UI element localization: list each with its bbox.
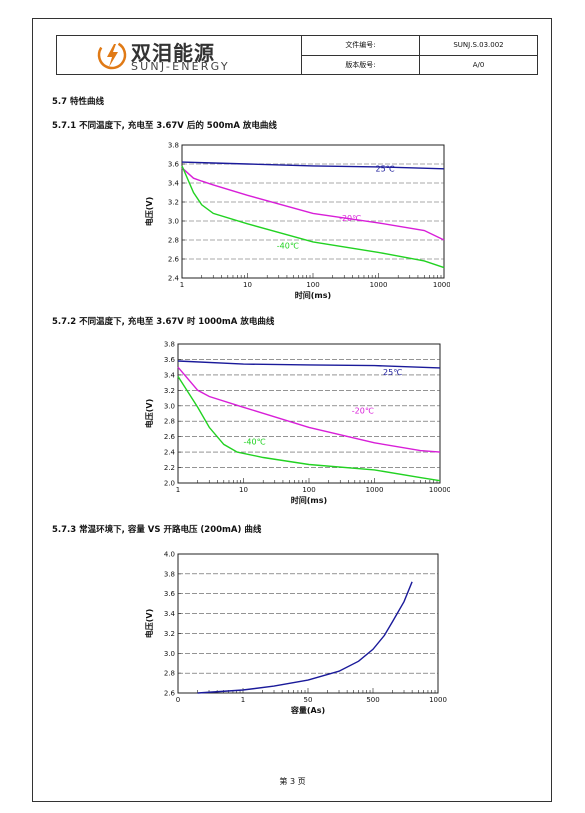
y-tick-label: 3.4 [164,610,176,618]
series-line [181,167,445,241]
series-label: -20℃ [339,214,361,223]
y-tick-label: 3.8 [164,341,175,349]
x-tick-label: 50 [304,696,313,704]
series-label: -40℃ [244,437,266,446]
logo-english-text: SUNJ-ENERGY [131,60,230,73]
y-tick-label: 3.8 [164,570,175,578]
y-axis-title: 电压(V) [144,197,154,227]
x-tick-label: 1000 [429,696,447,704]
y-tick-label: 3.6 [164,356,176,364]
x-tick-label: 100 [302,486,315,494]
plot-area [177,343,441,484]
document-header: 双泪能源 SUNJ-ENERGY 文件编号: SUNJ.S.03.002 版本版… [56,35,538,75]
version-value: A/0 [472,60,485,69]
x-tick-label: 500 [366,696,379,704]
version-label: 版本版号: [302,55,420,74]
y-tick-label: 3.0 [168,218,179,226]
y-tick-label: 2.8 [164,418,175,426]
series-label: 25℃ [383,368,402,377]
y-tick-label: 3.2 [164,630,175,638]
series-line [177,376,441,482]
x-tick-label: 10 [243,281,252,289]
series-line [177,360,441,369]
logo-emblem-icon [97,40,127,70]
chart-500ma-discharge: 25℃ -20℃ -40℃ 1 10 100 1000 10000 2.4 2.6 2.8 3.0 3.… [144,142,450,301]
x-tick-label: 1000 [366,486,384,494]
series-label: 25℃ [376,165,395,174]
y-tick-label: 2.8 [168,237,179,245]
y-tick-label: 3.0 [164,650,175,658]
series-line [181,165,445,269]
y-tick-label: 2.6 [168,256,180,264]
x-tick-label: 0 [176,696,180,704]
y-tick-label: 2.8 [164,670,175,678]
y-tick-label: 2.0 [164,480,175,488]
series-label: -40℃ [277,242,299,251]
section-title-5-7-1: 5.7.1 不同温度下, 充电至 3.67V 后的 500mA 放电曲线 [52,121,277,131]
x-axis-title: 容量(As) [290,705,325,715]
page-border [32,18,552,802]
page-number: 第 3 页 [279,777,306,786]
company-logo: 双泪能源 SUNJ-ENERGY [57,36,302,74]
y-axis-title: 电压(V) [144,609,154,639]
x-tick-label: 1 [180,281,184,289]
doc-number-label: 文件编号: [302,36,420,55]
series-line [177,366,441,453]
section-title-5-7-3: 5.7.3 常温环境下, 容量 VS 开路电压 (200mA) 曲线 [52,525,262,535]
y-axis-title: 电压(V) [144,399,154,429]
y-tick-label: 2.6 [164,433,176,441]
y-tick-label: 2.6 [164,690,176,698]
x-tick-label: 1000 [370,281,388,289]
x-tick-label: 10000 [433,281,450,289]
section-title-5-7-2: 5.7.2 不同温度下, 充电至 3.67V 时 1000mA 放电曲线 [52,317,275,327]
x-tick-label: 100 [306,281,319,289]
y-tick-label: 3.4 [164,371,176,379]
y-tick-label: 3.6 [164,590,176,598]
y-tick-label: 3.2 [164,387,175,395]
logo-chinese-text: 双泪能源 [131,41,215,65]
plot-area [181,144,445,279]
y-tick-label: 3.8 [168,142,179,150]
x-tick-label: 10 [239,486,248,494]
section-title-5-7: 5.7 特性曲线 [52,97,105,107]
y-tick-label: 2.4 [168,275,180,283]
x-axis-title: 时间(ms) [291,495,327,505]
plot-area [177,553,439,694]
y-tick-label: 3.2 [168,199,179,207]
series-line [197,581,413,694]
y-tick-label: 3.4 [168,180,180,188]
series-line [181,161,445,170]
x-axis-title: 时间(ms) [295,290,331,300]
y-tick-label: 2.4 [164,449,176,457]
chart-capacity-vs-ocv: 0 1 50 500 1000 2.6 2.8 3.0 3.2 3.4 3.6 3.8 4.0 容量(As… [144,551,447,716]
y-tick-label: 3.6 [168,161,180,169]
series-label: -20℃ [352,407,374,416]
y-tick-label: 4.0 [164,551,175,559]
x-tick-label: 1 [176,486,180,494]
doc-number-value: SUNJ.S.03.002 [453,41,504,50]
x-tick-label: 1 [241,696,245,704]
chart-1000ma-discharge: 25℃ -20℃ -40℃ 1 10 100 1000 10000 2.0 2.2 2.4 2.6 2.… [144,341,450,506]
y-tick-label: 2.2 [164,464,175,472]
x-tick-label: 10000 [429,486,450,494]
y-tick-label: 3.0 [164,402,175,410]
